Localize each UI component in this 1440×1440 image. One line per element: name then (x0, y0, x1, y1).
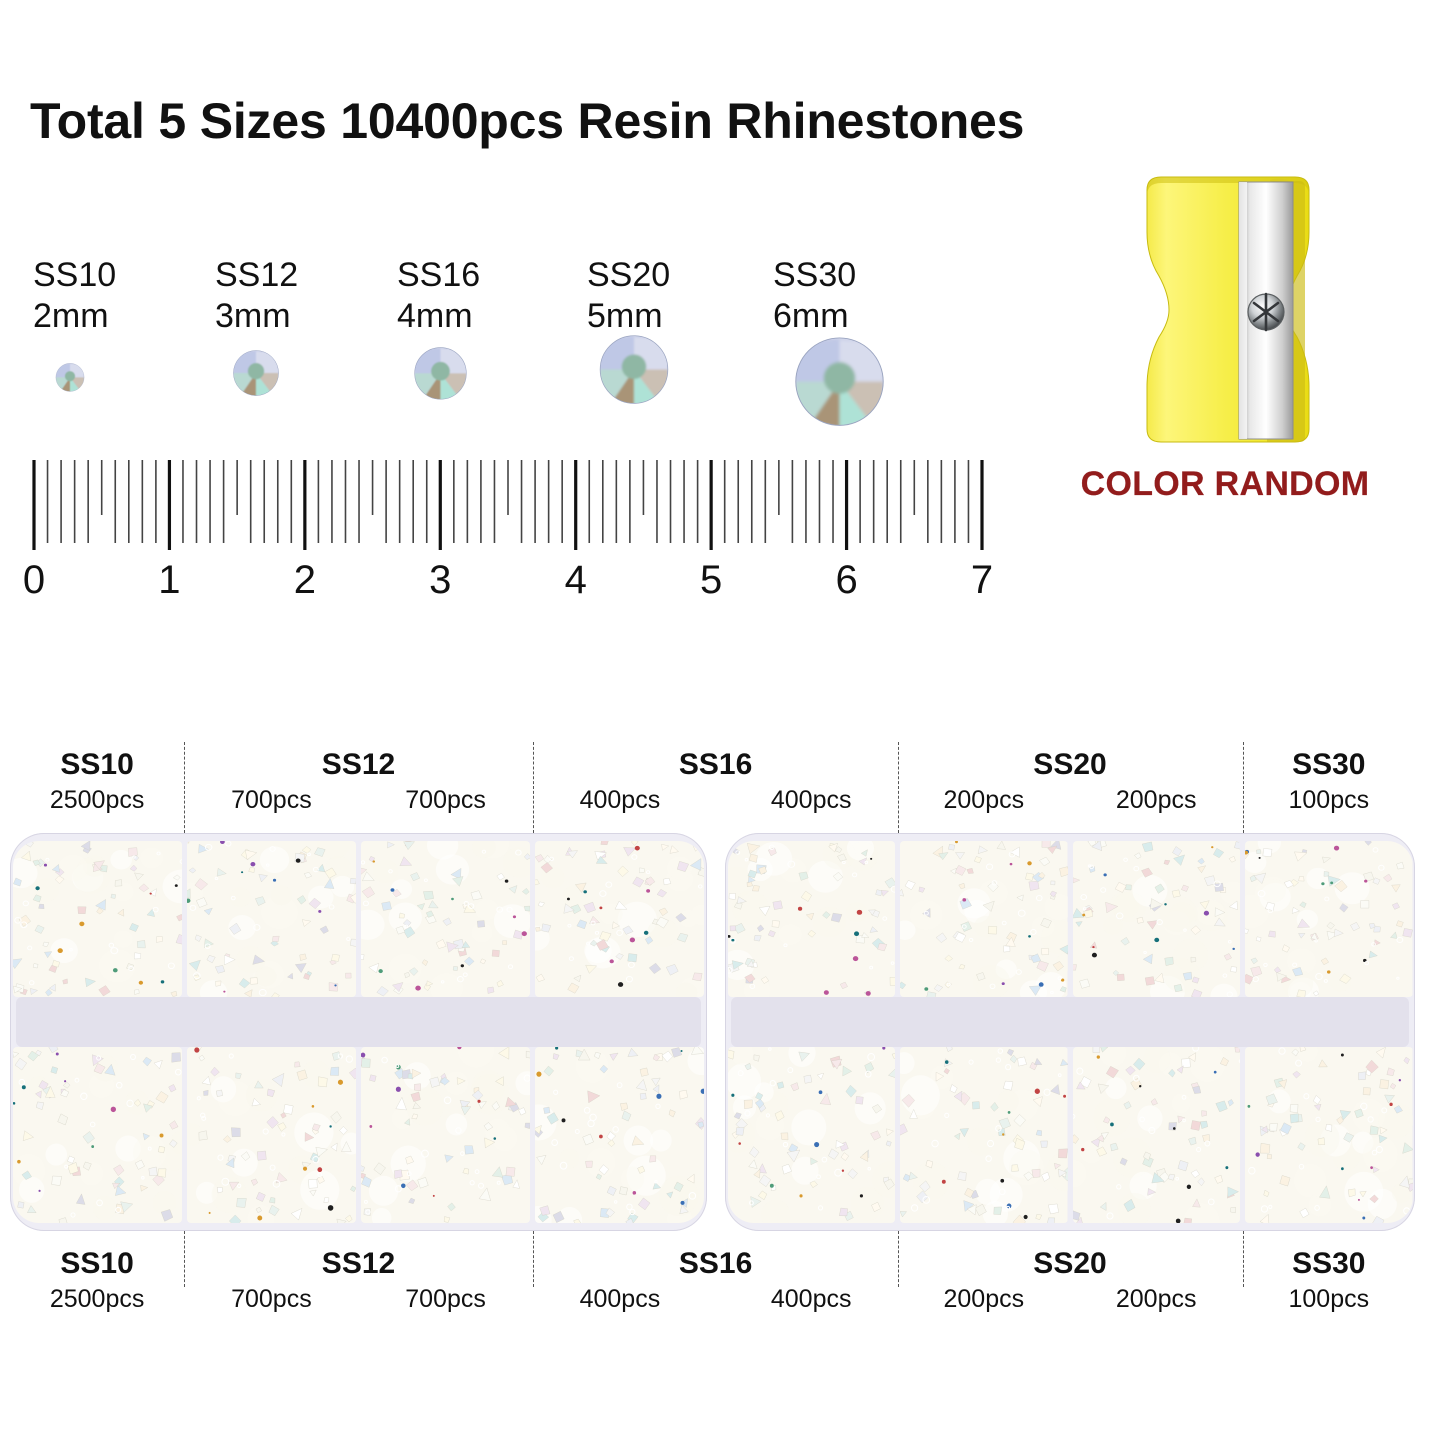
svg-text:4: 4 (565, 558, 587, 595)
svg-text:5: 5 (700, 558, 722, 595)
svg-text:6: 6 (835, 558, 857, 595)
svg-text:7: 7 (971, 558, 993, 595)
svg-text:2: 2 (294, 558, 316, 595)
svg-text:3: 3 (429, 558, 451, 595)
svg-text:1: 1 (158, 558, 180, 595)
svg-text:0: 0 (23, 558, 45, 595)
